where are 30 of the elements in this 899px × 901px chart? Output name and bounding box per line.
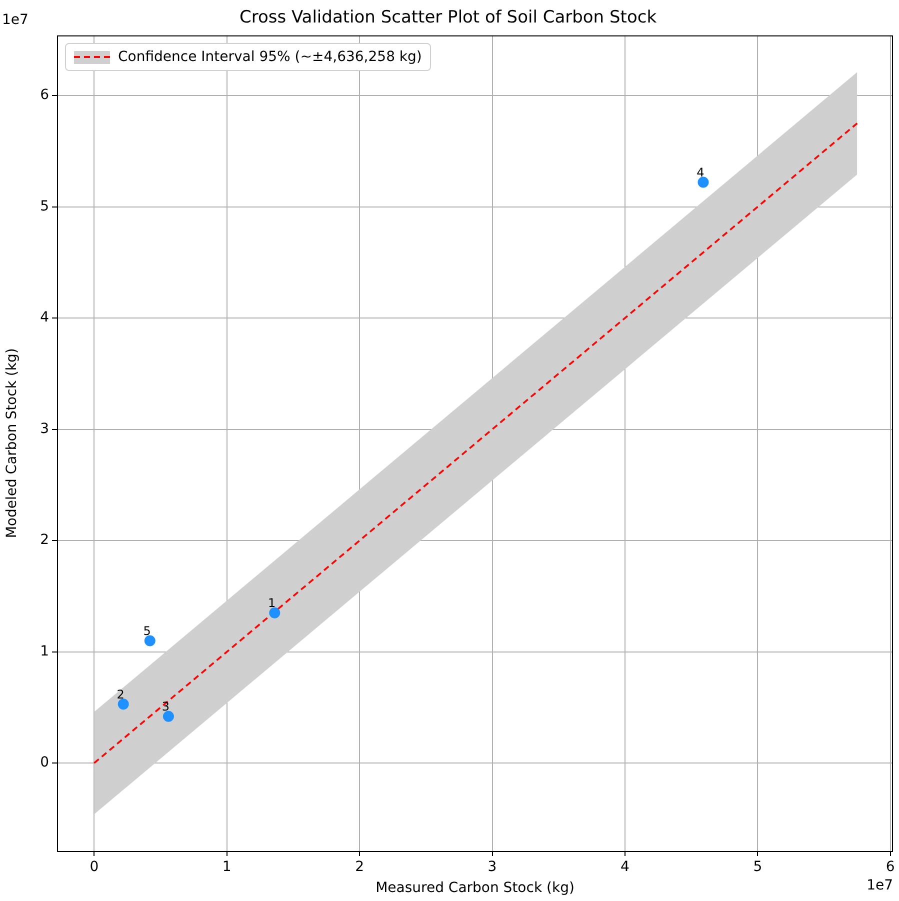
point <box>698 176 709 188</box>
annotation: 2 <box>116 687 124 702</box>
x-tick-label: 1 <box>222 859 232 876</box>
point <box>162 710 174 722</box>
y-tick-label: 3 <box>40 420 49 437</box>
y-tick-label: 0 <box>40 754 49 771</box>
text: 1e7 <box>2 12 28 28</box>
annotation: 4 <box>696 165 704 180</box>
text: 1e7 <box>866 878 893 894</box>
annotation: 3 <box>162 699 170 714</box>
x-axis-title: Measured Carbon Stock (kg) <box>376 880 574 896</box>
annotation: 1 <box>268 596 276 610</box>
y-tick-label: 6 <box>40 87 50 104</box>
y-tick-label: 2 <box>40 532 49 548</box>
point <box>269 607 280 618</box>
y-tick-label: 5 <box>40 198 49 214</box>
x-tick-label: 5 <box>753 859 762 876</box>
chart-title: Cross Validation Scatter Plot of Soil Carbon Stock <box>239 8 657 28</box>
x-tick-label: 0 <box>90 859 99 876</box>
x-tick-label: 3 <box>488 859 497 876</box>
x-tick-label: 4 <box>620 859 630 876</box>
y-axis-title: Modeled Carbon Stock (kg) <box>4 348 20 538</box>
x-tick-label: 6 <box>886 859 895 876</box>
annotation: 5 <box>143 624 151 638</box>
legend-label: Confidence Interval 95% (~±4,636,258 kg) <box>118 49 422 66</box>
y-tick-label: 4 <box>40 310 50 326</box>
x-tick-label: 2 <box>355 859 364 876</box>
point <box>118 698 129 710</box>
y-tick-label: 1 <box>40 643 49 660</box>
point <box>144 635 156 646</box>
